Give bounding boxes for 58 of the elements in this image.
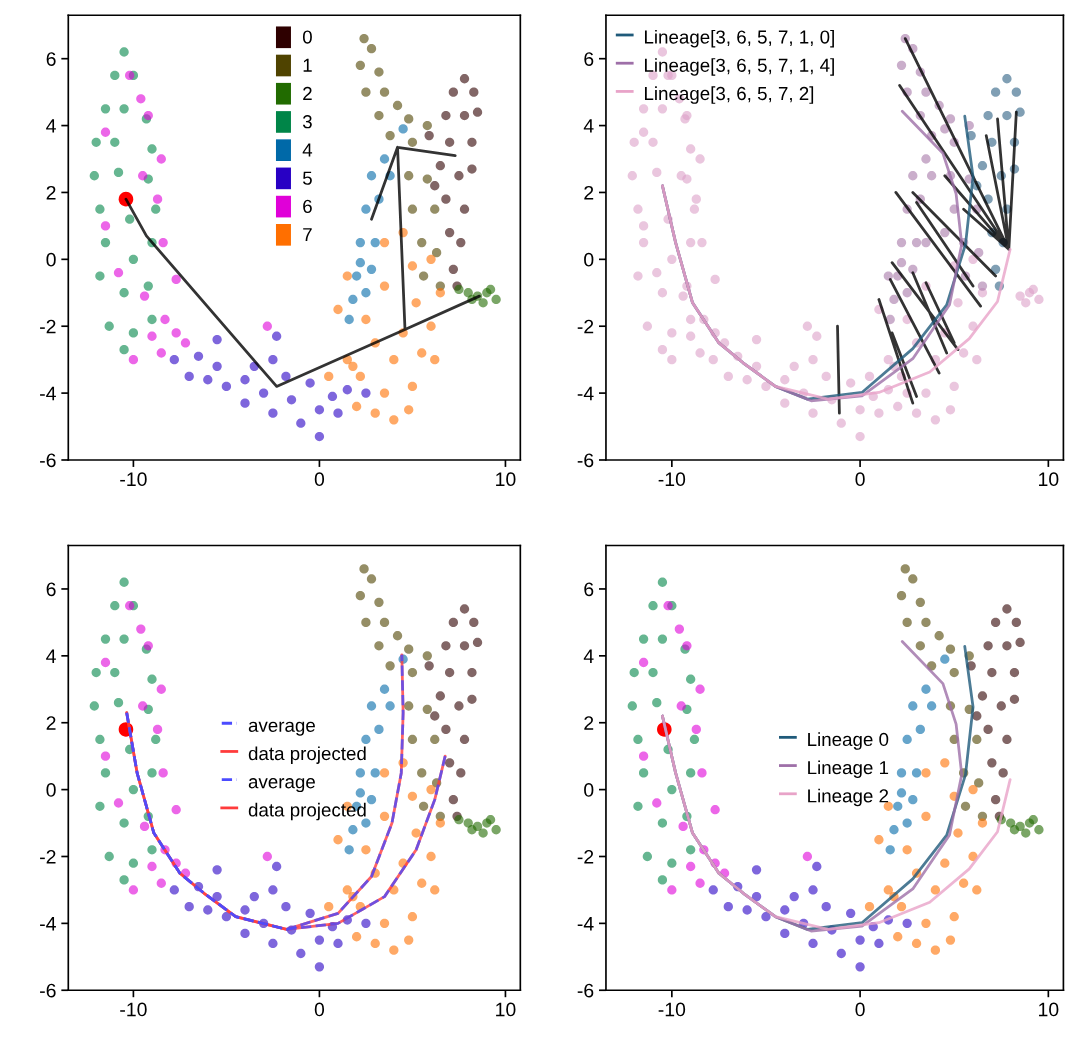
legend-label: Lineage[3, 6, 5, 7, 1, 0]	[644, 29, 834, 48]
legend-label: 1	[303, 58, 312, 72]
x-tick-label: 0	[855, 1002, 865, 1017]
legend-label: 4	[302, 143, 313, 157]
y-tick-label: 0	[46, 252, 56, 267]
x-tick-label: 10	[1039, 472, 1059, 487]
y-tick-label: 6	[584, 582, 594, 597]
x-tick-label: -10	[120, 1002, 147, 1017]
legend-label: 3	[302, 115, 312, 129]
y-tick-label: 6	[46, 582, 56, 597]
y-tick-label: 0	[584, 783, 594, 797]
y-tick-label: -6	[577, 453, 594, 468]
x-tick-label: 10	[496, 1002, 516, 1017]
y-tick-label: 2	[46, 716, 56, 730]
y-tick-label: -4	[40, 917, 56, 931]
legend-label: 7	[303, 228, 312, 242]
y-tick-label: -6	[40, 453, 56, 468]
y-tick-label: -2	[577, 849, 594, 864]
legend-label: average	[248, 721, 315, 736]
legend-label: Lineage 0	[808, 732, 889, 750]
x-tick-label: -10	[120, 472, 147, 487]
legend-label: 5	[302, 171, 312, 185]
x-tick-label: -10	[658, 1002, 686, 1017]
y-tick-label: -4	[577, 386, 594, 401]
y-tick-label: -4	[577, 917, 594, 931]
legend-label: 6	[303, 199, 312, 214]
legend-label: data projected	[248, 802, 366, 821]
y-tick-label: 2	[584, 716, 594, 730]
y-tick-label: 6	[584, 52, 594, 66]
y-tick-label: 0	[46, 783, 56, 797]
x-tick-label: 0	[314, 472, 325, 487]
x-tick-label: 10	[1039, 1002, 1059, 1017]
legend-label: Lineage[3, 6, 5, 7, 1, 4]	[644, 58, 834, 76]
y-tick-label: 4	[46, 119, 56, 133]
y-tick-label: 4	[583, 119, 594, 133]
legend-label: 0	[302, 30, 312, 44]
y-tick-label: -6	[40, 983, 56, 998]
legend-label: 2	[303, 86, 312, 100]
legend-label: Lineage[3, 6, 5, 7, 2]	[644, 86, 814, 104]
y-tick-label: 4	[583, 649, 594, 663]
legend-label: Lineage 1	[808, 760, 889, 778]
y-tick-label: -2	[40, 319, 56, 334]
legend-label: Lineage 2	[808, 788, 889, 807]
x-tick-label: -10	[658, 472, 686, 487]
y-tick-label: 0	[584, 252, 594, 267]
y-tick-label: 2	[46, 185, 56, 200]
y-tick-label: -2	[577, 319, 594, 334]
x-tick-label: 0	[855, 472, 865, 487]
y-tick-label: -4	[40, 386, 56, 401]
x-tick-label: 10	[496, 472, 516, 487]
legend-label: data projected	[248, 746, 366, 764]
y-tick-label: -6	[577, 983, 594, 998]
y-tick-label: 2	[584, 185, 594, 200]
legend-label: average	[248, 778, 315, 793]
x-tick-label: 0	[314, 1002, 325, 1017]
y-tick-label: 4	[46, 649, 56, 663]
y-tick-label: 6	[46, 52, 56, 66]
y-tick-label: -2	[40, 849, 56, 864]
